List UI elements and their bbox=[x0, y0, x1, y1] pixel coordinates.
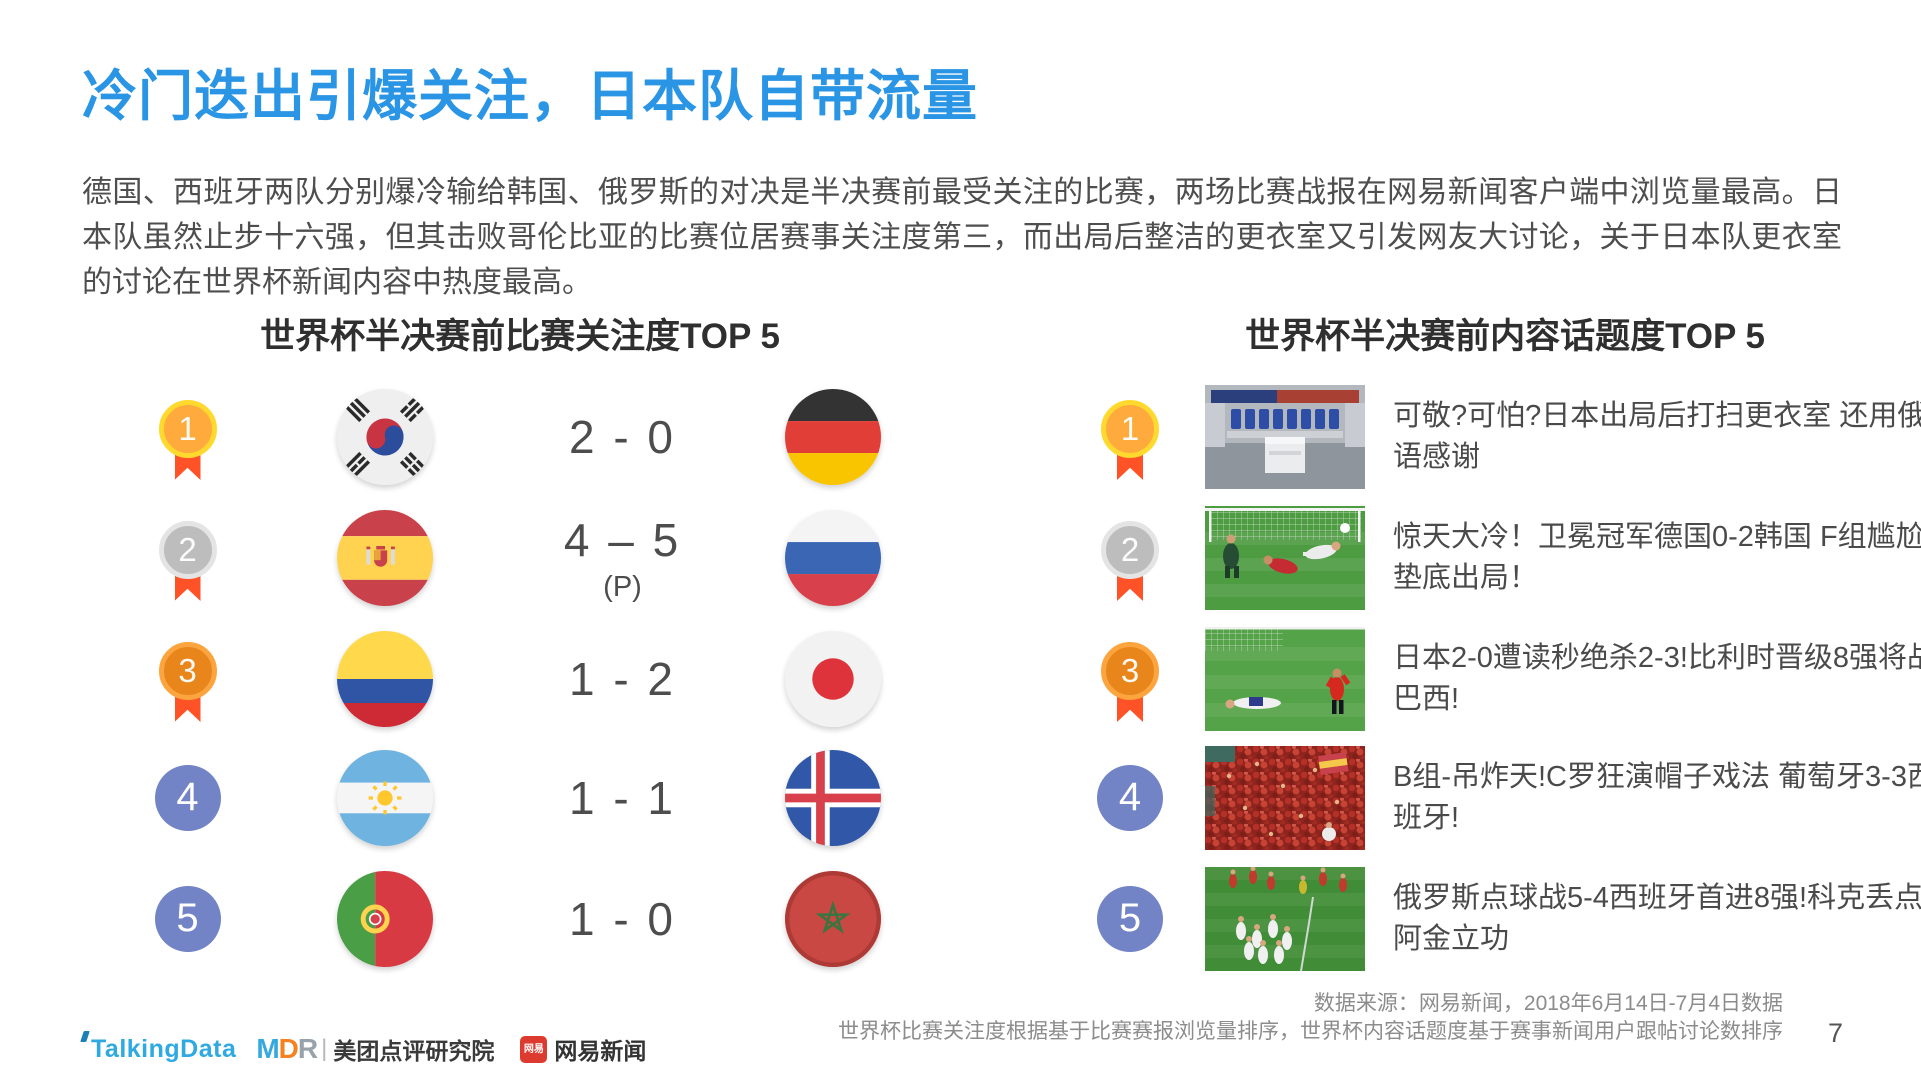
match-row: 4 1 - 1 bbox=[105, 737, 920, 858]
netease-news-logo: 网易 网易新闻 bbox=[520, 1032, 646, 1066]
logo-separator: | bbox=[321, 1035, 328, 1062]
portugal-spain-fans-photo bbox=[1205, 745, 1365, 850]
rank-badge-cell: 4 bbox=[1097, 764, 1163, 831]
topic-row: 2 惊天大冷！卫冕冠军德国0-2韩国 F组尴尬垫底出局！ bbox=[1065, 495, 1921, 616]
rank-badge-cell: 2 bbox=[1098, 495, 1162, 621]
match-score: 2 - 0 bbox=[568, 411, 677, 463]
rank-badge-cell: 3 bbox=[1098, 616, 1162, 742]
rank-4-circle-badge: 4 bbox=[1097, 764, 1163, 831]
topic-headline: 惊天大冷！卫冕冠军德国0-2韩国 F组尴尬垫底出局！ bbox=[1393, 521, 1921, 594]
talkingdata-logo: TalkingData bbox=[80, 1030, 237, 1064]
score-cell: 4 – 5 (P) bbox=[564, 513, 681, 604]
flag-japan-icon bbox=[784, 631, 881, 727]
netease-logo-text: 网易新闻 bbox=[554, 1038, 647, 1064]
topic-row: 5 俄罗斯点球战5-4西班牙首进8强!科克丢点阿金立功 bbox=[1065, 858, 1921, 979]
score-note: (P) bbox=[603, 570, 642, 603]
page-title: 冷门迭出引爆关注，日本队自带流量 bbox=[82, 65, 979, 127]
score-cell: 1 - 2 bbox=[569, 652, 676, 706]
rank-3-medal-icon: 3 bbox=[1098, 642, 1162, 742]
mdr-letter: M bbox=[256, 1033, 279, 1064]
rank-badge-cell: 3 bbox=[156, 616, 220, 742]
topic-headline: B组-吊炸天!C罗狂演帽子戏法 葡萄牙3-3西班牙! bbox=[1393, 760, 1921, 834]
content-topic-list: 1 可敬?可怕?日本出局后打扫更衣室 还用俄语感谢 2 惊天大冷！卫冕冠军德国0-2韩… bbox=[1065, 374, 1921, 979]
data-source-line1: 数据来源：网易新闻，2018年6月14日-7月4日数据 bbox=[1313, 992, 1783, 1015]
topic-row: 3 日本2-0遭读秒绝杀2-3!比利时晋级8强将战巴西! bbox=[1065, 616, 1921, 737]
topic-headline: 俄罗斯点球战5-4西班牙首进8强!科克丢点阿金立功 bbox=[1393, 881, 1921, 955]
flag-colombia-icon bbox=[337, 631, 433, 727]
flag-iceland-icon bbox=[784, 749, 881, 846]
mdr-letter: R bbox=[297, 1033, 318, 1064]
match-row: 5 1 - 0 bbox=[105, 858, 920, 979]
data-source-note: 数据来源：网易新闻，2018年6月14日-7月4日数据 世界杯比赛关注度根据基于… bbox=[838, 990, 1783, 1046]
match-score: 1 - 0 bbox=[568, 892, 677, 945]
russia-spain-celebration-photo bbox=[1205, 866, 1365, 971]
flag-morocco-icon bbox=[784, 870, 881, 967]
flag-portugal-icon bbox=[337, 870, 433, 967]
topic-headline: 可敬?可怕?日本出局后打扫更衣室 还用俄语感谢 bbox=[1393, 400, 1921, 473]
rank-badge-cell: 5 bbox=[1097, 885, 1163, 952]
rank-badge-cell: 2 bbox=[156, 495, 220, 621]
japan-belgium-match-photo bbox=[1205, 627, 1365, 731]
data-source-line2: 世界杯比赛关注度根据基于比赛赛报浏览量排序，世界杯内容话题度基于赛事新闻用户跟帖… bbox=[838, 1020, 1783, 1043]
match-score: 1 - 1 bbox=[568, 771, 677, 824]
rank-4-circle-badge: 4 bbox=[154, 764, 221, 831]
flag-argentina-icon bbox=[337, 749, 433, 846]
netease-icon: 网易 bbox=[520, 1035, 548, 1063]
medal-number: 1 bbox=[1101, 400, 1159, 458]
rank-3-medal-icon: 3 bbox=[156, 642, 220, 742]
rank-badge-cell: 1 bbox=[1098, 374, 1162, 500]
score-cell: 2 - 0 bbox=[569, 410, 676, 464]
talkingdata-logo-text: TalkingData bbox=[91, 1034, 237, 1063]
medal-number: 2 bbox=[1101, 521, 1159, 579]
match-score: 1 - 2 bbox=[568, 653, 677, 705]
flag-spain-icon bbox=[337, 510, 433, 606]
rank-2-medal-icon: 2 bbox=[156, 521, 220, 621]
rank-5-circle-badge: 5 bbox=[1097, 885, 1163, 952]
germany-korea-goal-photo bbox=[1205, 506, 1365, 610]
meituan-research-logo-text: 美团点评研究院 bbox=[333, 1038, 495, 1064]
match-attention-list: 1 2 - 0 2 4 – 5 (P) 3 1 - 2 4 1 - 1 5 1 - 0 bbox=[105, 374, 920, 979]
intro-paragraph: 德国、西班牙两队分别爆冷输给韩国、俄罗斯的对决是半决赛前最受关注的比赛，两场比赛… bbox=[82, 176, 1842, 299]
medal-number: 3 bbox=[1101, 642, 1159, 700]
flag-russia-icon bbox=[784, 510, 881, 606]
medal-number: 3 bbox=[158, 642, 217, 700]
topic-row: 4 B组-吊炸天!C罗狂演帽子戏法 葡萄牙3-3西班牙! bbox=[1065, 737, 1921, 858]
page-number: 7 bbox=[1827, 1018, 1843, 1048]
rank-badge-cell: 1 bbox=[156, 374, 220, 500]
rank-1-medal-icon: 1 bbox=[156, 400, 220, 500]
medal-number: 1 bbox=[158, 400, 217, 458]
match-attention-header: 世界杯半决赛前比赛关注度TOP 5 bbox=[260, 317, 780, 356]
topic-row: 1 可敬?可怕?日本出局后打扫更衣室 还用俄语感谢 bbox=[1065, 374, 1921, 495]
flag-south-korea-icon bbox=[337, 389, 433, 485]
match-score: 4 – 5 bbox=[563, 513, 682, 566]
rank-1-medal-icon: 1 bbox=[1098, 400, 1162, 500]
content-topic-header: 世界杯半决赛前内容话题度TOP 5 bbox=[1245, 317, 1765, 356]
score-cell: 1 - 1 bbox=[569, 771, 676, 825]
rank-5-circle-badge: 5 bbox=[154, 885, 221, 952]
japan-locker-room-photo bbox=[1205, 385, 1365, 489]
rank-badge-cell: 4 bbox=[154, 764, 221, 831]
medal-number: 2 bbox=[158, 521, 217, 579]
topic-headline: 日本2-0遭读秒绝杀2-3!比利时晋级8强将战巴西! bbox=[1393, 642, 1921, 715]
match-row: 3 1 - 2 bbox=[105, 616, 920, 737]
match-row: 2 4 – 5 (P) bbox=[105, 495, 920, 616]
talkingdata-tick-icon bbox=[80, 1030, 90, 1042]
score-cell: 1 - 0 bbox=[569, 892, 676, 946]
match-row: 1 2 - 0 bbox=[105, 374, 920, 495]
flag-germany-icon bbox=[784, 389, 881, 485]
rank-2-medal-icon: 2 bbox=[1098, 521, 1162, 621]
rank-badge-cell: 5 bbox=[154, 885, 221, 952]
mdr-letter: D bbox=[278, 1033, 299, 1064]
